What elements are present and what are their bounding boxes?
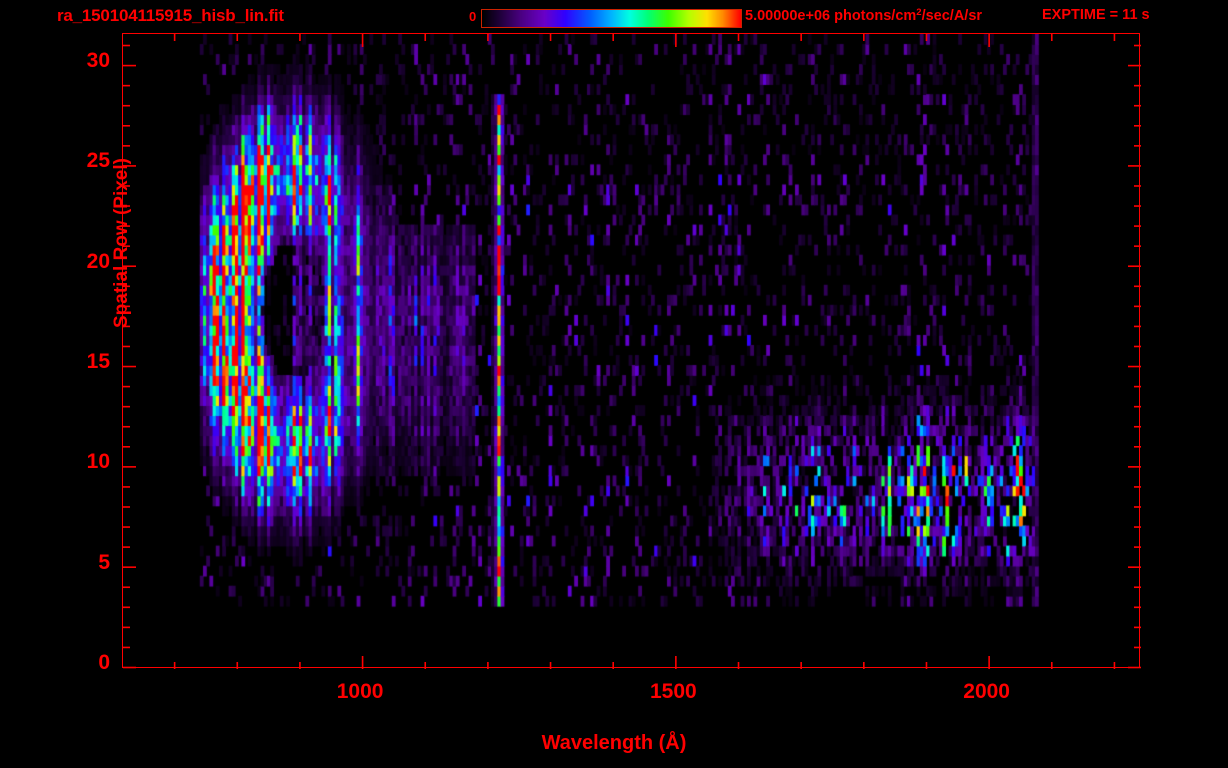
- colorbar-units-exponent: 2: [916, 7, 922, 18]
- y-tick-label: 15: [86, 350, 110, 374]
- x-tick-label: 1500: [649, 680, 697, 703]
- x-tick-label: 2000: [963, 680, 1010, 703]
- file-title: ra_150104115915_hisb_lin.fit: [57, 6, 284, 25]
- y-tick-label: 10: [86, 450, 110, 474]
- spectrogram-image: [123, 34, 1138, 666]
- y-tick-label: 25: [86, 149, 110, 173]
- colorbar-max-label: 5.00000e+06 photons/cm2/sec/A/sr: [745, 7, 982, 24]
- plot-frame: [122, 33, 1141, 669]
- y-axis-label: Spatial Row (Pixel): [111, 158, 132, 328]
- y-tick-label: 30: [86, 49, 110, 73]
- colorbar-min-label: 0: [469, 9, 477, 24]
- exposure-time-label: EXPTIME = 11 s: [1042, 7, 1150, 23]
- x-axis-label: Wavelength (Å): [541, 732, 687, 754]
- y-tick-label: 0: [98, 651, 110, 674]
- colorbar-max-value: 5.00000e+06: [745, 8, 831, 24]
- y-tick-label: 20: [86, 249, 110, 273]
- colorbar-units-post: /sec/A/sr: [921, 8, 983, 24]
- colorbar: [481, 9, 742, 28]
- y-tick-label: 5: [98, 550, 110, 574]
- colorbar-units-pre: photons/cm: [830, 8, 917, 24]
- x-tick-label: 1000: [336, 680, 384, 703]
